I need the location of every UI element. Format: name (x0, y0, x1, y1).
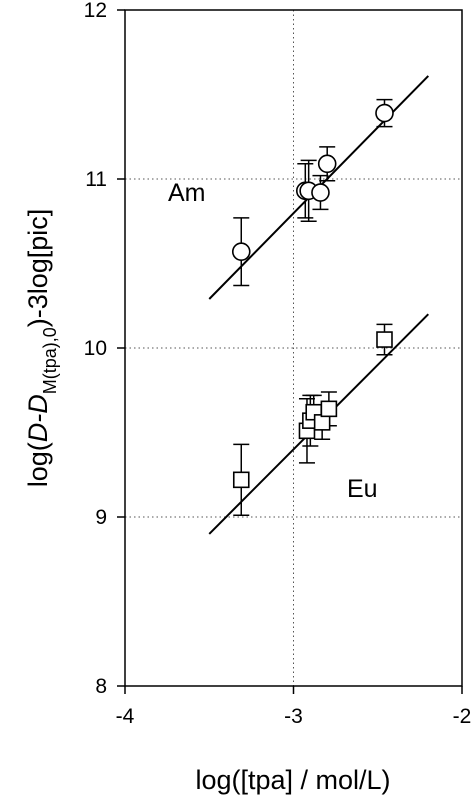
data-point-eu (376, 331, 393, 348)
axis-ticks (117, 9, 463, 694)
data-point-am (375, 103, 394, 123)
data-point-eu (320, 400, 338, 418)
data-point-am (311, 183, 330, 202)
y-axis-title-suffix: )-3log[pic] (23, 209, 53, 328)
y-tick-label: 10 (84, 337, 107, 360)
grid-lines (125, 10, 462, 686)
x-tick-label: -2 (453, 705, 472, 728)
series-label-am: Am (168, 179, 206, 207)
y-axis-title-italic: D-D (23, 394, 53, 442)
data-point-am (317, 154, 337, 174)
series-label-eu: Eu (347, 475, 378, 503)
data-markers (231, 103, 394, 489)
y-axis-title-subscript: M(tpa),0 (40, 327, 60, 394)
x-tick-label: -3 (284, 705, 303, 728)
y-axis-title-prefix: log( (23, 442, 53, 487)
x-axis-title: log([tpa] / mol/L) (195, 765, 390, 795)
y-tick-label: 8 (95, 675, 107, 698)
data-point-eu (232, 471, 250, 489)
y-tick-label: 9 (95, 506, 107, 529)
data-point-am (231, 242, 251, 261)
tick-labels: -4 -3 -2 8 9 10 11 12 (84, 0, 472, 728)
y-tick-label: 11 (85, 168, 107, 191)
error-bars (233, 98, 393, 517)
y-axis-title: log(D-DM(tpa),0)-3log[pic] (23, 209, 60, 488)
y-tick-label: 12 (84, 0, 107, 22)
x-tick-label: -4 (116, 705, 135, 728)
fit-lines (208, 75, 430, 535)
